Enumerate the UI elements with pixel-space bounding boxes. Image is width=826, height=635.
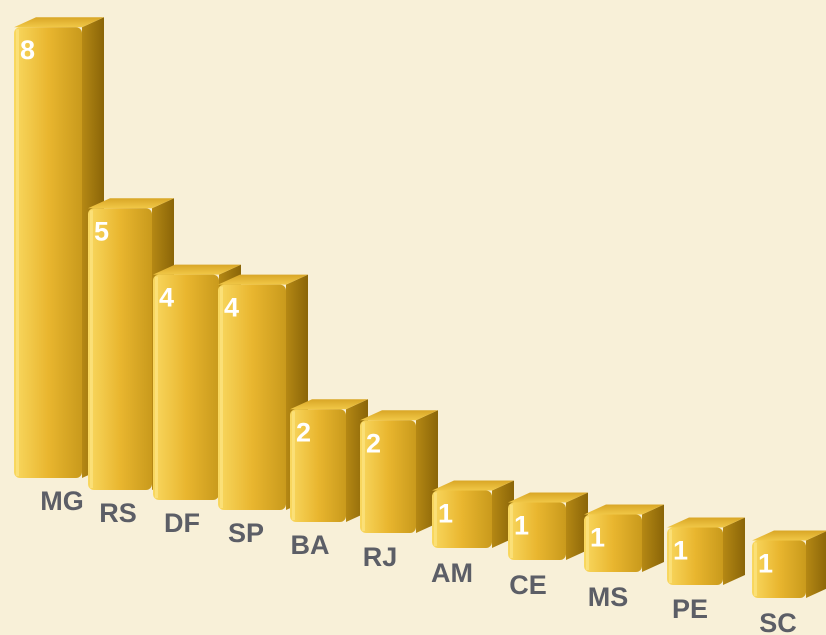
value-label: 2 bbox=[366, 428, 381, 458]
bar-highlight bbox=[434, 492, 437, 546]
bar-front bbox=[667, 527, 723, 585]
bar-top bbox=[752, 530, 826, 541]
bar-top bbox=[508, 492, 588, 503]
bar-top bbox=[432, 480, 514, 491]
bar-top bbox=[290, 399, 368, 410]
bar-highlight bbox=[754, 542, 757, 596]
bar-highlight bbox=[90, 210, 93, 488]
bar-front bbox=[584, 514, 642, 572]
category-label: BA bbox=[291, 530, 330, 560]
bar-highlight bbox=[292, 411, 295, 520]
bar-top bbox=[88, 198, 174, 209]
category-label: DF bbox=[164, 508, 200, 538]
bar-side bbox=[566, 492, 588, 560]
value-label: 4 bbox=[224, 293, 239, 323]
bar-ce bbox=[508, 492, 588, 560]
bar-side bbox=[723, 517, 745, 585]
bar-front bbox=[508, 502, 566, 560]
bar-highlight bbox=[220, 286, 223, 508]
bar-front bbox=[290, 409, 346, 522]
category-label: RS bbox=[99, 498, 137, 528]
bar-front bbox=[14, 27, 82, 478]
category-label: SP bbox=[228, 518, 264, 548]
bar-top bbox=[218, 274, 308, 285]
value-label: 5 bbox=[94, 216, 109, 246]
bar-top bbox=[667, 517, 745, 528]
category-label: PE bbox=[672, 594, 708, 624]
bar-mg bbox=[14, 17, 104, 478]
value-label: 1 bbox=[590, 523, 605, 553]
category-label: MS bbox=[588, 582, 629, 612]
bar-front bbox=[218, 284, 286, 510]
value-label: 8 bbox=[20, 35, 35, 65]
bar-front bbox=[360, 420, 416, 533]
category-label: CE bbox=[509, 570, 547, 600]
value-label: 1 bbox=[673, 536, 688, 566]
bar-highlight bbox=[155, 276, 158, 498]
value-label: 2 bbox=[296, 417, 311, 447]
bar-front bbox=[752, 540, 806, 598]
bar-highlight bbox=[586, 516, 589, 570]
category-label: MG bbox=[40, 486, 84, 516]
bar-highlight bbox=[510, 504, 513, 558]
bar-pe bbox=[667, 517, 745, 585]
bar-rj bbox=[360, 410, 438, 533]
value-label: 1 bbox=[758, 549, 773, 579]
value-label: 1 bbox=[438, 499, 453, 529]
bar-top bbox=[360, 410, 438, 421]
bar-top bbox=[584, 504, 664, 515]
value-label: 4 bbox=[159, 283, 174, 313]
bar-front bbox=[432, 490, 492, 548]
bar-ms bbox=[584, 504, 664, 572]
labels-layer: 8 MG 5 RS 4 DF 4 SP 2 BA 2 RJ 1 AM 1 CE 1 MS 1 PE 1 SC bbox=[20, 35, 797, 635]
bar-highlight bbox=[669, 529, 672, 583]
category-label: SC bbox=[759, 608, 797, 635]
bar-highlight bbox=[362, 422, 365, 531]
bar-highlight bbox=[16, 29, 19, 476]
bar-top bbox=[153, 264, 241, 275]
bar-sc bbox=[752, 530, 826, 598]
category-label: RJ bbox=[363, 542, 398, 572]
value-label: 1 bbox=[514, 511, 529, 541]
category-label: AM bbox=[431, 558, 473, 588]
bars-layer bbox=[14, 17, 826, 598]
bar-side bbox=[806, 531, 826, 598]
bar-front bbox=[88, 208, 152, 490]
bar-top bbox=[14, 17, 104, 28]
bar-side bbox=[642, 504, 664, 572]
bar-front bbox=[153, 274, 219, 500]
